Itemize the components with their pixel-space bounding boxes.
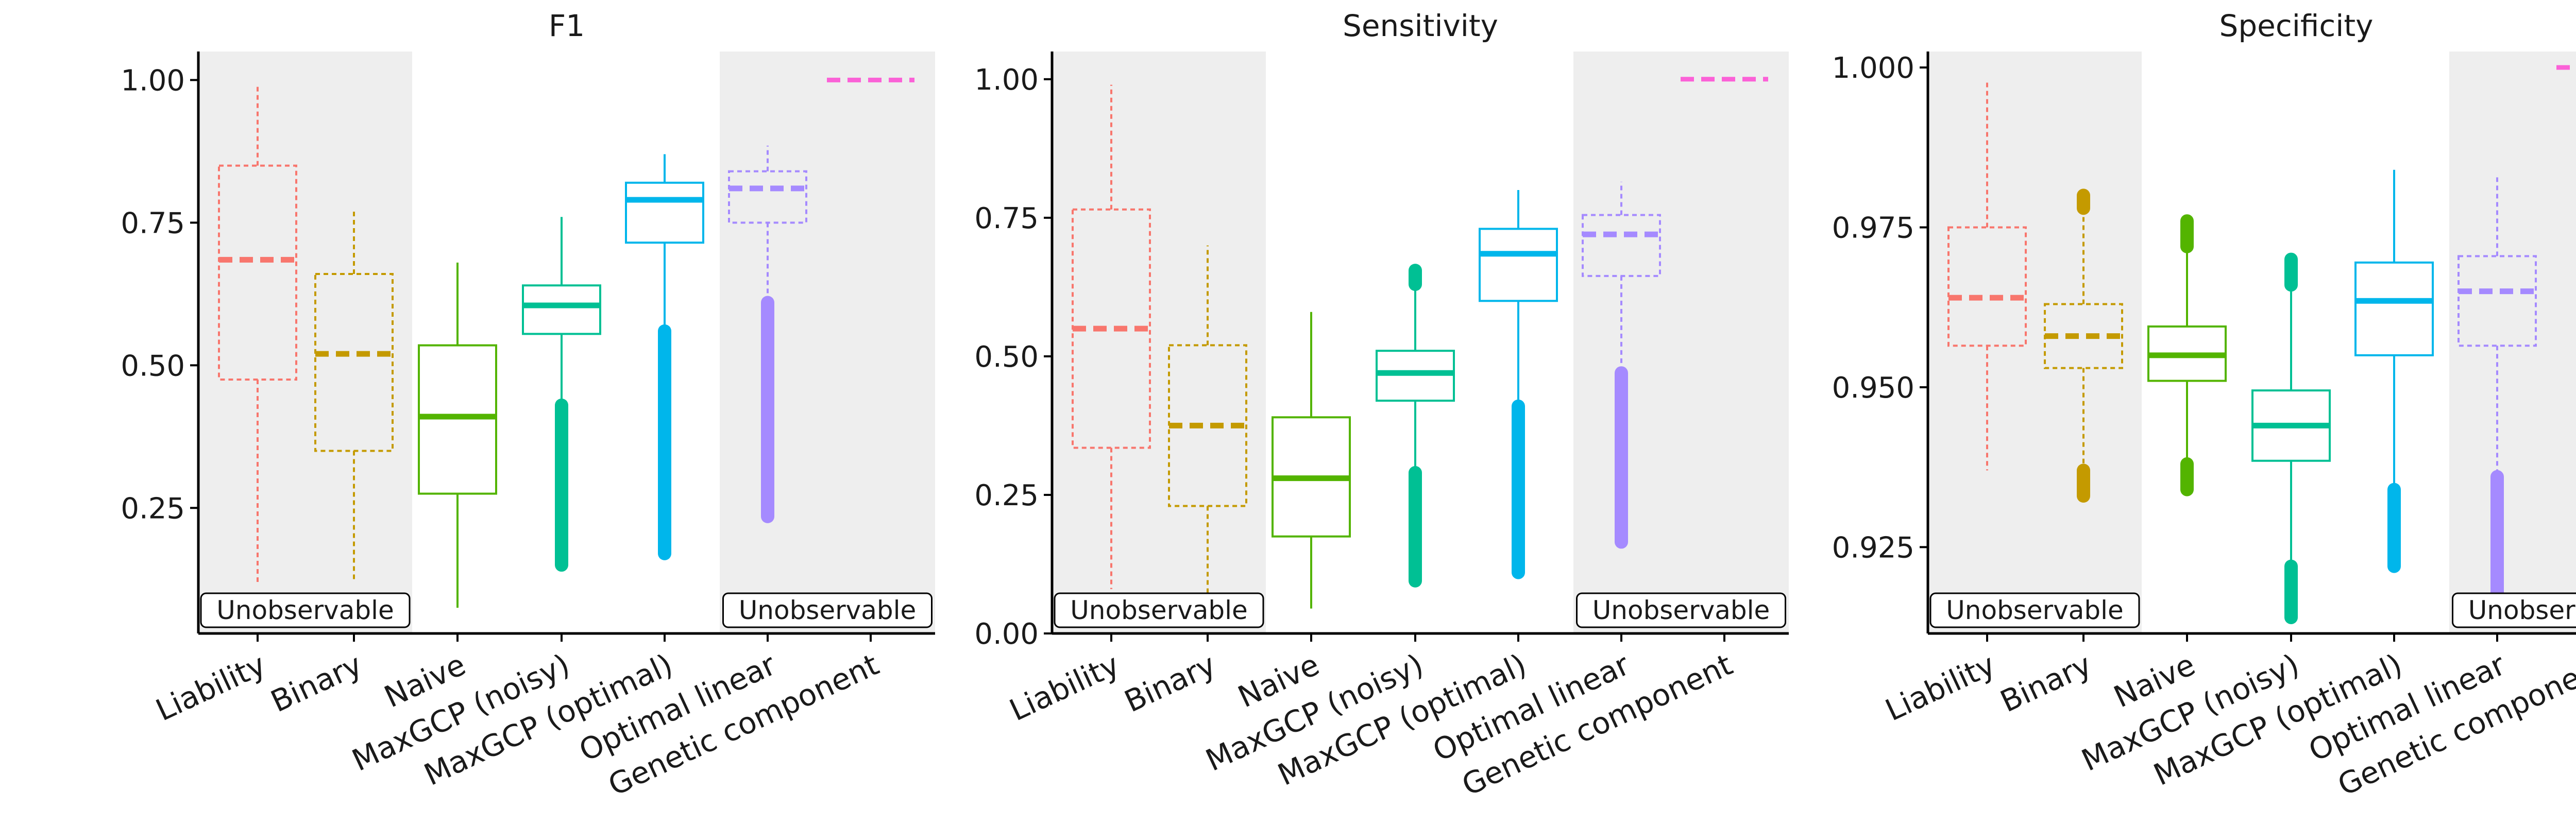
unobservable-label: Unobservable: [1946, 595, 2124, 625]
box-iqr: [625, 181, 704, 244]
y-tick-label: 0.75: [121, 207, 185, 240]
unobservable-label: Unobservable: [739, 595, 917, 625]
box-maxgcp-noisy: [1376, 264, 1455, 588]
y-ticks: 0.925 0.950 0.975 1.000: [1832, 52, 1928, 564]
y-ticks: 0.25 0.50 0.75 1.00: [121, 64, 198, 525]
y-tick-label: 0.25: [121, 492, 185, 525]
box-maxgcp-optimal: [1479, 190, 1558, 579]
x-tick-label: Binary: [1119, 647, 1221, 719]
box-liability: [1072, 84, 1151, 589]
y-tick-label: 1.00: [121, 64, 185, 97]
box-plots: [1072, 77, 1768, 609]
box-naive: [2147, 214, 2227, 496]
box-iqr: [1479, 228, 1558, 302]
box-plots: [218, 77, 914, 608]
box-optimal-linear: [1582, 181, 1661, 549]
box-iqr: [1582, 214, 1661, 277]
panel-title: Specificity: [2219, 8, 2374, 43]
box-liability: [218, 85, 297, 582]
unobservable-labels: Unobservable Unobservable: [200, 592, 933, 628]
unobservable-label: Unobservable: [1070, 595, 1248, 625]
unobservable-labels: Unobservable Unobservable: [1054, 592, 1786, 628]
unobservable-label-box: [1054, 592, 1264, 628]
unobservable-region-right: [2449, 52, 2576, 633]
box-maxgcp-noisy: [2251, 252, 2331, 624]
box-iqr: [2458, 255, 2537, 347]
y-tick-label: 0.25: [974, 479, 1039, 512]
x-tick-label: Liability: [150, 647, 271, 728]
unobservable-label-box: [200, 592, 411, 628]
y-tick-label: 0.50: [121, 349, 185, 383]
box-optimal-linear: [2458, 176, 2537, 605]
box-optimal-linear: [728, 145, 807, 523]
unobservable-region-right: [720, 52, 935, 633]
box-binary: [314, 208, 394, 582]
y-tick-label: 0.925: [1832, 531, 1914, 564]
box-maxgcp-optimal: [625, 154, 704, 560]
unobservable-labels: Unobservable Unobservable: [1929, 592, 2576, 628]
unobservable-region-left: [198, 52, 412, 633]
unobservable-label-box: [1929, 592, 2140, 628]
box-naive: [418, 262, 497, 608]
box-binary: [2044, 188, 2123, 503]
unobservable-label-box: [1576, 592, 1786, 628]
y-tick-label: 0.00: [974, 617, 1039, 651]
box-iqr: [218, 164, 297, 381]
x-tick-label: Liability: [1004, 647, 1125, 728]
box-iqr: [418, 344, 497, 495]
panel-title: F1: [549, 8, 585, 43]
x-tick-label: Binary: [1995, 647, 2097, 719]
box-iqr: [728, 170, 807, 224]
y-tick-label: 0.75: [974, 202, 1039, 235]
unobservable-label: Unobservable: [2468, 595, 2576, 625]
box-maxgcp-optimal: [2354, 169, 2434, 573]
box-naive: [1272, 312, 1351, 609]
box-maxgcp-noisy: [522, 217, 601, 572]
x-tick-label: Liability: [1880, 647, 2001, 728]
box-iqr: [522, 284, 601, 335]
unobservable-region-left: [1052, 52, 1266, 633]
y-tick-label: 0.950: [1832, 371, 1914, 405]
panel-title: Sensitivity: [1343, 8, 1498, 43]
y-tick-label: 1.00: [974, 63, 1039, 97]
box-iqr: [314, 273, 394, 452]
unobservable-region-left: [1928, 52, 2142, 633]
unobservable-region-right: [1573, 52, 1789, 633]
y-tick-label: 1.000: [1832, 52, 1914, 85]
box-binary: [1168, 245, 1247, 606]
box-iqr: [2354, 261, 2434, 356]
box-iqr: [1947, 226, 2027, 347]
y-tick-label: 0.50: [974, 340, 1039, 374]
unobservable-label-box: [722, 592, 933, 628]
unobservable-label-box: [2452, 592, 2576, 628]
box-plots: [1947, 65, 2576, 624]
y-ticks: 0.00 0.25 0.50 0.75 1.00: [974, 63, 1052, 651]
box-liability: [1947, 80, 2027, 471]
unobservable-label: Unobservable: [216, 595, 394, 625]
unobservable-label: Unobservable: [1592, 595, 1770, 625]
y-tick-label: 0.975: [1832, 211, 1914, 245]
x-tick-label: Binary: [265, 647, 367, 719]
